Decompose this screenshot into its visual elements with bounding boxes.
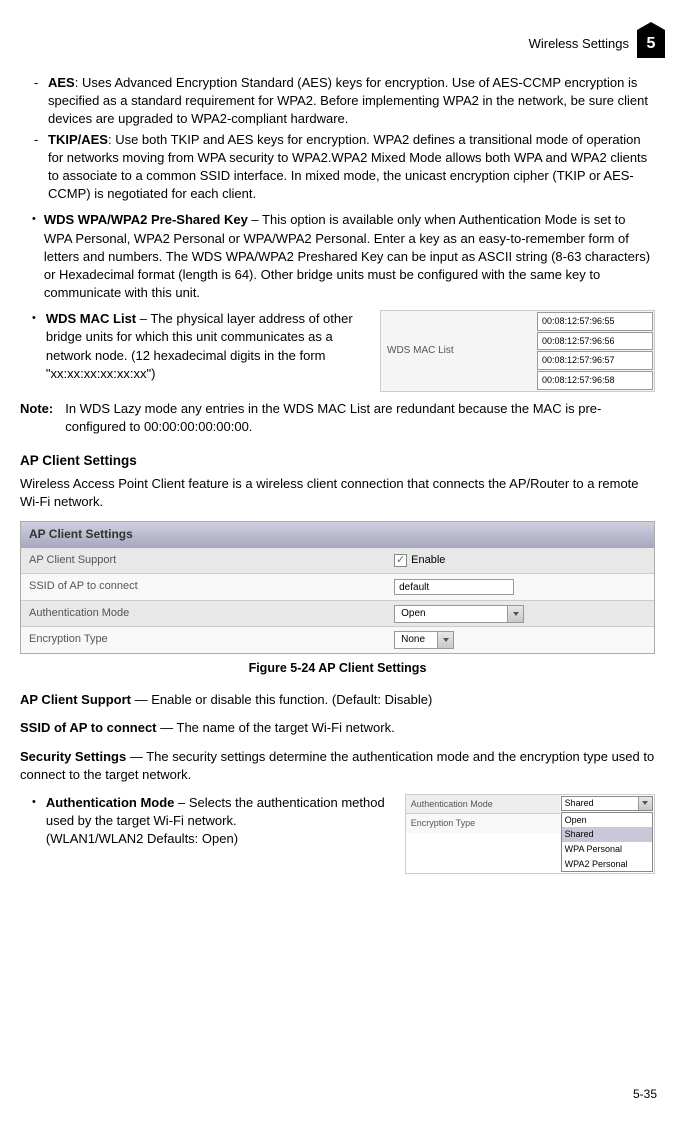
- wds-mac-table-label: WDS MAC List: [381, 311, 536, 390]
- auth-panel-row1: Authentication Mode: [406, 795, 560, 815]
- auth-label: Authentication Mode: [21, 601, 388, 626]
- bullet-icon: •: [32, 795, 36, 874]
- ap-client-heading: AP Client Settings: [20, 452, 655, 471]
- wds-psk-block: • WDS WPA/WPA2 Pre-Shared Key – This opt…: [20, 211, 655, 302]
- aes-item: -AES: Uses Advanced Encryption Standard …: [48, 74, 655, 129]
- auth-option[interactable]: WPA2 Personal: [562, 857, 652, 872]
- wds-mac-label: WDS MAC List: [46, 311, 136, 326]
- header-title: Wireless Settings: [529, 35, 629, 53]
- table-row: AP Client Support ✓ Enable: [21, 548, 654, 574]
- note-text: In WDS Lazy mode any entries in the WDS …: [65, 400, 655, 436]
- security-para: Security Settings — The security setting…: [20, 748, 655, 784]
- tkip-label: TKIP/AES: [48, 132, 108, 147]
- security-label: Security Settings: [20, 749, 126, 764]
- enable-text: Enable: [411, 553, 445, 568]
- enable-checkbox[interactable]: ✓: [394, 554, 407, 567]
- tkip-item: -TKIP/AES: Use both TKIP and AES keys fo…: [48, 131, 655, 204]
- auth-option[interactable]: Shared: [562, 827, 652, 842]
- wds-mac-table: WDS MAC List 00:08:12:57:96:55 00:08:12:…: [380, 310, 655, 391]
- page-number: 5-35: [633, 1086, 657, 1103]
- note-label: Note:: [20, 400, 53, 436]
- settings-table-header: AP Client Settings: [21, 522, 654, 548]
- wds-mac-cell[interactable]: 00:08:12:57:96:58: [537, 371, 653, 390]
- aes-text: : Uses Advanced Encryption Standard (AES…: [48, 75, 648, 126]
- ap-support-label: AP Client Support: [20, 692, 131, 707]
- auth-panel-row2: Encryption Type: [406, 814, 560, 833]
- enc-label: Encryption Type: [21, 627, 388, 652]
- auth-option[interactable]: Open: [562, 813, 652, 828]
- ap-client-intro: Wireless Access Point Client feature is …: [20, 475, 655, 511]
- figure-caption: Figure 5-24 AP Client Settings: [20, 660, 655, 678]
- wds-psk-label: WDS WPA/WPA2 Pre-Shared Key: [44, 212, 248, 227]
- table-row: Authentication Mode Open: [21, 601, 654, 627]
- auth-mode-panel: Authentication Mode Encryption Type Shar…: [405, 794, 655, 874]
- auth-select[interactable]: Open: [394, 605, 524, 623]
- wds-mac-block: • WDS MAC List – The physical layer addr…: [20, 310, 655, 391]
- chevron-down-icon: [437, 632, 453, 648]
- ssid-connect-label: SSID of AP to connect: [20, 720, 157, 735]
- wds-mac-cell[interactable]: 00:08:12:57:96:56: [537, 332, 653, 351]
- ap-support-para: AP Client Support — Enable or disable th…: [20, 691, 655, 709]
- auth-panel-select[interactable]: Shared: [561, 796, 653, 811]
- support-label: AP Client Support: [21, 548, 388, 573]
- wds-mac-cell[interactable]: 00:08:12:57:96:55: [537, 312, 653, 331]
- auth-option[interactable]: WPA Personal: [562, 842, 652, 857]
- encryption-sublist: -AES: Uses Advanced Encryption Standard …: [20, 74, 655, 203]
- ssid-connect-para: SSID of AP to connect — The name of the …: [20, 719, 655, 737]
- table-row: Encryption Type None: [21, 627, 654, 652]
- aes-label: AES: [48, 75, 75, 90]
- bullet-icon: •: [32, 311, 36, 391]
- ssid-connect-text: — The name of the target Wi-Fi network.: [157, 720, 395, 735]
- tkip-text: : Use both TKIP and AES keys for encrypt…: [48, 132, 647, 202]
- auth-mode-block: • Authentication Mode – Selects the auth…: [20, 794, 655, 874]
- note-block: Note: In WDS Lazy mode any entries in th…: [20, 400, 655, 436]
- page-header: Wireless Settings 5: [20, 30, 665, 58]
- enc-select[interactable]: None: [394, 631, 454, 649]
- bullet-icon: •: [32, 212, 36, 302]
- page-content: -AES: Uses Advanced Encryption Standard …: [20, 74, 665, 874]
- auth-mode-default: (WLAN1/WLAN2 Defaults: Open): [46, 831, 238, 846]
- ap-support-text: — Enable or disable this function. (Defa…: [131, 692, 432, 707]
- chevron-down-icon: [507, 606, 523, 622]
- wds-mac-cell[interactable]: 00:08:12:57:96:57: [537, 351, 653, 370]
- ssid-label: SSID of AP to connect: [21, 574, 388, 599]
- auth-mode-label: Authentication Mode: [46, 795, 175, 810]
- table-row: SSID of AP to connect: [21, 574, 654, 600]
- chapter-tab: 5: [637, 30, 665, 58]
- chevron-down-icon: [638, 797, 652, 810]
- ssid-input[interactable]: [394, 579, 514, 595]
- ap-client-settings-table: AP Client Settings AP Client Support ✓ E…: [20, 521, 655, 653]
- auth-dropdown: Open Shared WPA Personal WPA2 Personal: [561, 812, 653, 872]
